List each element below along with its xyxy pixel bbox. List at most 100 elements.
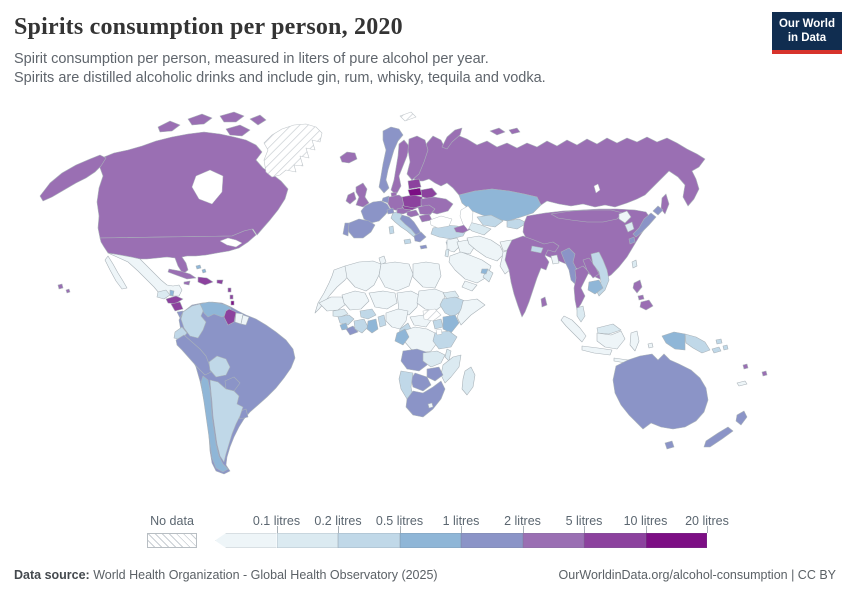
country-burkina-faso[interactable] bbox=[359, 308, 377, 320]
country-vanuatu[interactable] bbox=[742, 363, 749, 370]
canada-arctic-island[interactable] bbox=[157, 120, 181, 133]
benelux[interactable] bbox=[381, 195, 390, 204]
hawaii-island[interactable] bbox=[65, 288, 71, 294]
country-honduras[interactable] bbox=[165, 295, 184, 305]
solomon-islands[interactable] bbox=[722, 344, 729, 351]
country-romania[interactable] bbox=[417, 204, 436, 216]
nz-south-island[interactable] bbox=[703, 426, 734, 448]
philippines-luzon[interactable] bbox=[632, 279, 643, 294]
country-algeria[interactable] bbox=[344, 260, 382, 292]
svalbard[interactable] bbox=[399, 111, 417, 122]
new-britain[interactable] bbox=[711, 346, 722, 354]
no-data-swatch[interactable] bbox=[147, 533, 197, 548]
legend-segment-3[interactable] bbox=[399, 533, 461, 548]
kyrgyzstan-tajikistan[interactable] bbox=[506, 218, 528, 230]
country-yemen[interactable] bbox=[461, 280, 478, 292]
country-nepal[interactable] bbox=[530, 245, 544, 254]
canada-arctic-island[interactable] bbox=[225, 124, 251, 137]
country-somalia[interactable] bbox=[456, 298, 486, 326]
country-portugal[interactable] bbox=[342, 222, 350, 237]
lesser-antilles[interactable] bbox=[230, 300, 235, 306]
country-lesotho[interactable] bbox=[427, 402, 434, 409]
legend-segment-0[interactable] bbox=[215, 533, 277, 548]
country-greenland[interactable] bbox=[263, 123, 323, 178]
russia-arctic-island[interactable] bbox=[489, 127, 506, 136]
sardinia[interactable] bbox=[388, 225, 395, 235]
country-greece[interactable] bbox=[413, 231, 427, 243]
lesser-antilles[interactable] bbox=[227, 287, 232, 293]
country-zambia[interactable] bbox=[422, 350, 446, 368]
country-cuba[interactable] bbox=[167, 268, 197, 280]
country-thailand[interactable] bbox=[573, 265, 590, 311]
country-fiji[interactable] bbox=[761, 370, 768, 377]
new-caledonia[interactable] bbox=[736, 380, 748, 387]
country-mali[interactable] bbox=[341, 290, 370, 311]
country-guatemala[interactable] bbox=[156, 289, 171, 300]
japan-kyushu[interactable] bbox=[628, 236, 636, 245]
bahamas-island[interactable] bbox=[201, 268, 207, 274]
country-belize[interactable] bbox=[169, 289, 175, 297]
country-iceland[interactable] bbox=[339, 151, 358, 164]
sulawesi[interactable] bbox=[629, 330, 640, 352]
lesser-antilles[interactable] bbox=[229, 294, 234, 300]
russia-arctic-island[interactable] bbox=[508, 127, 521, 135]
country-guinea[interactable] bbox=[337, 314, 355, 326]
bahamas-island[interactable] bbox=[195, 264, 202, 270]
country-north-korea[interactable] bbox=[618, 210, 632, 224]
country-colombia[interactable] bbox=[180, 303, 207, 339]
togo-benin[interactable] bbox=[377, 314, 387, 328]
country-paraguay[interactable] bbox=[224, 376, 241, 392]
country-sudan[interactable] bbox=[416, 288, 446, 312]
baja-california[interactable] bbox=[104, 255, 128, 290]
country-norway[interactable] bbox=[378, 126, 404, 194]
country-bolivia[interactable] bbox=[208, 355, 231, 378]
japan-honshu[interactable] bbox=[632, 212, 657, 238]
country-alaska[interactable] bbox=[39, 154, 107, 202]
country-uganda[interactable] bbox=[432, 318, 444, 330]
levant[interactable] bbox=[446, 237, 462, 253]
country-liberia[interactable] bbox=[345, 325, 359, 336]
country-australia[interactable] bbox=[612, 353, 709, 430]
philippines-visayas[interactable] bbox=[637, 294, 645, 301]
country-argentina[interactable] bbox=[209, 379, 244, 463]
country-hispaniola[interactable] bbox=[197, 276, 214, 286]
country-finland[interactable] bbox=[406, 135, 429, 181]
country-guyana[interactable] bbox=[223, 308, 237, 326]
country-ireland[interactable] bbox=[345, 191, 357, 205]
gabon-congo[interactable] bbox=[394, 328, 410, 346]
country-lithuania[interactable] bbox=[407, 187, 423, 197]
country-tunisia[interactable] bbox=[378, 255, 387, 266]
country-taiwan[interactable] bbox=[631, 259, 638, 269]
country-israel[interactable] bbox=[444, 248, 450, 258]
country-drc[interactable] bbox=[402, 326, 438, 354]
country-tanzania[interactable] bbox=[432, 330, 458, 350]
country-kenya[interactable] bbox=[442, 314, 460, 334]
country-libya[interactable] bbox=[378, 261, 414, 292]
country-sri-lanka[interactable] bbox=[540, 296, 548, 308]
country-india[interactable] bbox=[504, 235, 560, 318]
malaysia-borneo[interactable] bbox=[596, 323, 622, 335]
legend-segment-4[interactable] bbox=[461, 533, 523, 548]
country-jamaica[interactable] bbox=[183, 280, 191, 286]
owid-logo[interactable]: Our World in Data bbox=[771, 12, 842, 54]
maluku[interactable] bbox=[647, 342, 654, 349]
country-france[interactable] bbox=[360, 200, 391, 224]
sicily[interactable] bbox=[403, 238, 412, 245]
country-madagascar[interactable] bbox=[461, 366, 476, 396]
country-russia[interactable] bbox=[413, 134, 706, 208]
java[interactable] bbox=[581, 345, 613, 356]
japan-hokkaido[interactable] bbox=[652, 205, 664, 216]
country-hungary[interactable] bbox=[406, 209, 420, 218]
novaya-zemlya[interactable] bbox=[441, 127, 463, 150]
country-south-africa[interactable] bbox=[405, 380, 446, 418]
country-ethiopia[interactable] bbox=[439, 296, 466, 318]
country-nicaragua[interactable] bbox=[170, 301, 184, 312]
malaysia-peninsular[interactable] bbox=[576, 305, 586, 323]
country-mozambique[interactable] bbox=[440, 354, 462, 384]
country-puerto-rico[interactable] bbox=[216, 279, 224, 285]
country-laos[interactable] bbox=[582, 257, 600, 279]
country-uzbekistan[interactable] bbox=[476, 214, 504, 228]
country-belarus[interactable] bbox=[420, 187, 438, 200]
legend-segment-2[interactable] bbox=[338, 533, 400, 548]
country-senegal[interactable] bbox=[332, 308, 349, 318]
